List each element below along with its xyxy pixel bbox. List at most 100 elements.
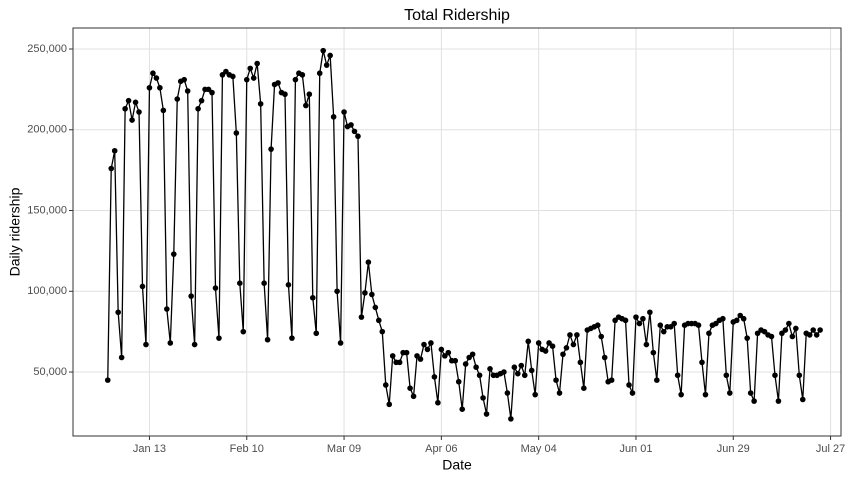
point xyxy=(511,364,518,370)
point xyxy=(275,80,281,86)
point xyxy=(421,341,427,348)
point xyxy=(188,293,194,299)
point xyxy=(469,351,476,358)
point xyxy=(247,65,254,72)
point xyxy=(455,378,462,385)
point xyxy=(532,391,538,398)
point xyxy=(577,359,584,366)
point xyxy=(518,362,525,369)
point xyxy=(476,372,483,379)
point xyxy=(726,390,733,396)
point xyxy=(292,76,299,83)
y-tick-label: 150,000 xyxy=(27,204,67,216)
point xyxy=(115,309,121,316)
point xyxy=(768,333,775,340)
point xyxy=(264,336,271,343)
point xyxy=(396,359,403,366)
point xyxy=(473,364,479,370)
point xyxy=(629,390,636,396)
point xyxy=(309,294,316,301)
point xyxy=(181,76,188,83)
y-tick-label: 250,000 xyxy=(27,43,67,55)
point xyxy=(431,374,438,380)
point xyxy=(810,327,816,333)
point xyxy=(608,377,615,383)
point xyxy=(796,372,803,379)
point xyxy=(549,343,556,349)
x-tick-label: Jun 29 xyxy=(717,443,750,455)
point xyxy=(254,60,260,67)
point xyxy=(733,317,740,324)
x-axis-label: Date xyxy=(442,457,472,473)
point xyxy=(282,91,288,98)
point xyxy=(389,353,396,359)
point xyxy=(775,398,782,404)
point xyxy=(581,385,587,391)
point xyxy=(626,382,632,388)
point xyxy=(504,390,511,396)
point xyxy=(574,332,580,338)
point xyxy=(438,346,445,353)
point xyxy=(195,105,201,112)
point xyxy=(407,385,413,391)
point xyxy=(747,390,754,396)
point xyxy=(528,367,535,374)
point xyxy=(567,332,573,338)
point xyxy=(355,133,361,140)
point xyxy=(563,345,570,351)
point xyxy=(521,372,528,379)
point xyxy=(243,76,250,83)
y-axis-label: Daily ridership xyxy=(7,187,23,276)
point xyxy=(695,322,702,328)
point xyxy=(160,107,167,114)
point xyxy=(237,280,243,287)
point xyxy=(403,349,410,356)
point xyxy=(129,117,135,123)
point xyxy=(674,372,681,379)
x-tick-label: May 04 xyxy=(521,443,557,455)
point xyxy=(118,354,125,361)
point xyxy=(153,75,160,81)
point xyxy=(813,332,820,338)
point xyxy=(598,333,605,340)
point xyxy=(122,105,128,112)
point xyxy=(157,84,163,91)
point xyxy=(452,357,459,364)
point xyxy=(410,393,417,400)
point xyxy=(382,382,389,388)
point xyxy=(327,52,333,59)
point xyxy=(744,335,750,341)
point xyxy=(806,332,813,338)
point xyxy=(487,366,493,372)
x-tick-label: Apr 06 xyxy=(425,443,457,455)
point xyxy=(143,341,149,348)
point xyxy=(376,317,382,324)
point xyxy=(654,377,660,383)
point xyxy=(358,314,365,320)
point xyxy=(362,290,368,296)
point xyxy=(174,96,181,102)
point xyxy=(334,288,340,295)
point xyxy=(320,47,327,54)
point xyxy=(146,84,153,91)
point xyxy=(636,320,643,327)
point xyxy=(782,327,789,333)
point xyxy=(594,322,601,328)
point xyxy=(341,109,347,115)
point xyxy=(191,341,198,348)
point xyxy=(330,114,337,120)
point xyxy=(303,102,309,109)
point xyxy=(386,401,393,408)
point xyxy=(799,396,806,403)
point xyxy=(136,109,142,115)
point xyxy=(348,122,354,128)
point xyxy=(313,330,320,337)
point xyxy=(216,335,222,341)
point xyxy=(285,282,292,288)
point xyxy=(601,354,608,361)
point xyxy=(306,91,313,98)
point xyxy=(671,320,677,327)
point xyxy=(660,328,667,335)
